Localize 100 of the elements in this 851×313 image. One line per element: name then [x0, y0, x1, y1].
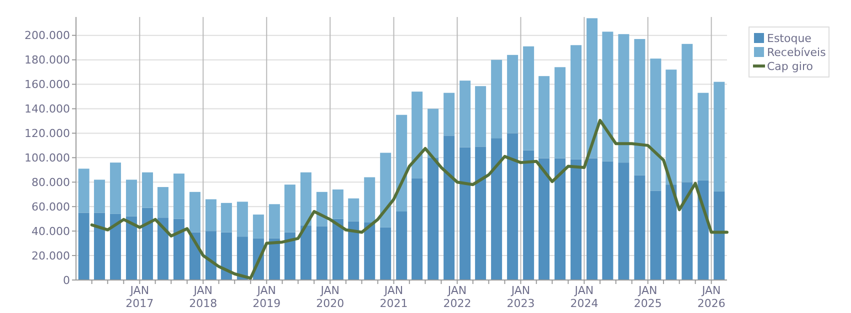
- bar: [412, 92, 423, 178]
- bar: [110, 162, 121, 214]
- y-tick-label: 160.000: [24, 78, 70, 92]
- bar: [475, 146, 486, 280]
- bar: [142, 172, 153, 208]
- bar: [284, 184, 296, 232]
- bar: [714, 191, 725, 280]
- bar: [252, 214, 264, 238]
- bar: [268, 238, 280, 280]
- bar: [444, 136, 455, 280]
- bar: [348, 221, 360, 280]
- bar: [554, 67, 566, 158]
- bar: [126, 216, 137, 280]
- bar: [380, 227, 392, 280]
- bar: [94, 180, 105, 213]
- bar: [682, 44, 693, 182]
- x-tick-label: JAN 2024: [570, 284, 598, 310]
- bar: [364, 177, 376, 223]
- x-tick-label: JAN 2019: [252, 284, 281, 310]
- bar: [444, 92, 455, 136]
- bar: [698, 180, 709, 280]
- y-tick-label: 60.000: [32, 200, 70, 214]
- bar: [157, 218, 168, 280]
- bar: [475, 86, 486, 147]
- bar: [78, 212, 90, 280]
- bar: [205, 231, 216, 280]
- bar: [380, 152, 392, 228]
- bar: [78, 168, 90, 213]
- bar: [586, 18, 598, 158]
- bar: [220, 232, 232, 280]
- bar: [412, 178, 423, 280]
- bar: [523, 150, 534, 280]
- bar: [220, 202, 232, 232]
- bar: [666, 184, 677, 280]
- x-tick-label: JAN 2025: [634, 284, 662, 310]
- bar: [682, 182, 693, 280]
- bar: [554, 158, 566, 280]
- bar: [618, 162, 630, 280]
- y-tick-label: 200.000: [24, 29, 70, 42]
- bar: [316, 192, 328, 226]
- y-tick-label: 80.000: [32, 176, 70, 189]
- bar: [189, 192, 200, 232]
- bar: [332, 218, 344, 280]
- bar: [634, 39, 646, 176]
- bar: [236, 236, 248, 280]
- bar: [523, 46, 534, 150]
- bar: [364, 222, 376, 280]
- bar: [666, 70, 677, 185]
- x-tick-label: JAN 2026: [697, 284, 726, 310]
- bar: [300, 172, 312, 226]
- y-tick-label: 120.000: [24, 127, 70, 140]
- y-tick-label: 100.000: [24, 152, 70, 165]
- bar: [602, 161, 614, 280]
- bar: [173, 174, 184, 219]
- bar: [300, 226, 312, 280]
- legend-label: Estoque: [767, 32, 812, 45]
- bar: [507, 133, 518, 280]
- legend-label: Recebíveis: [767, 46, 826, 59]
- bar: [602, 32, 614, 162]
- bar: [157, 187, 168, 218]
- bar: [205, 199, 216, 232]
- bar: [268, 204, 280, 238]
- bar: [396, 212, 408, 280]
- x-tick-label: JAN 2020: [316, 284, 344, 310]
- bar: [491, 60, 502, 138]
- bar: [460, 147, 471, 280]
- bar: [570, 45, 582, 160]
- bar: [714, 82, 725, 192]
- bar: [428, 108, 439, 158]
- y-tick-label: 0: [63, 274, 70, 287]
- x-tick-label: JAN 2022: [443, 284, 472, 310]
- bar: [110, 214, 121, 280]
- x-tick-label: JAN 2023: [506, 284, 535, 310]
- bar: [650, 190, 662, 280]
- bar: [428, 158, 439, 280]
- bar: [586, 158, 598, 280]
- x-tick-label: JAN 2018: [189, 284, 218, 310]
- x-tick-label: JAN 2021: [380, 284, 408, 310]
- legend-label: Cap giro: [767, 60, 814, 73]
- bar: [173, 218, 184, 280]
- bar: [570, 159, 582, 280]
- bar: [650, 58, 662, 191]
- y-tick-label: 140.000: [24, 102, 70, 116]
- bar: [618, 34, 630, 163]
- bar: [332, 189, 344, 219]
- y-tick-label: 20.000: [32, 249, 70, 262]
- bar: [460, 80, 471, 148]
- bar: [698, 92, 709, 180]
- bar: [507, 54, 518, 134]
- line-series: [90, 118, 728, 280]
- bar: [316, 226, 328, 280]
- bar: [538, 76, 550, 158]
- bar: [538, 158, 550, 280]
- bar: [348, 198, 360, 222]
- bar: [634, 175, 646, 280]
- bar: [396, 114, 408, 212]
- bar: [94, 212, 105, 280]
- y-tick-label: 40.000: [32, 224, 70, 238]
- y-tick-label: 180.000: [24, 54, 70, 67]
- bar: [236, 202, 248, 237]
